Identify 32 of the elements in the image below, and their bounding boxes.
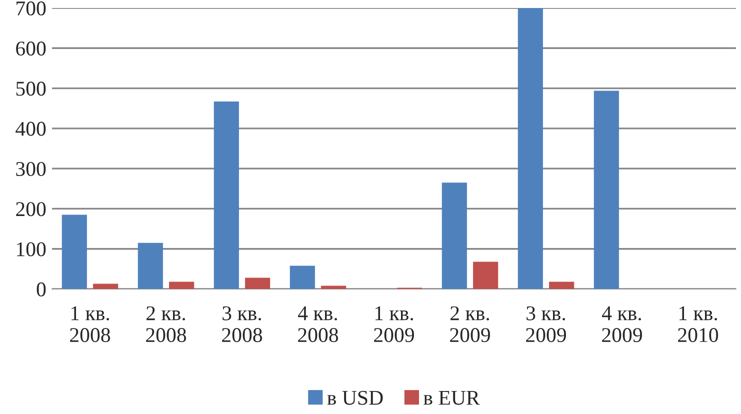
y-tick-label: 700	[16, 1, 46, 16]
x-tick-label: 1 кв. 2008	[70, 306, 110, 342]
bar	[473, 262, 498, 289]
x-tick-label: 4 кв. 2008	[298, 306, 338, 342]
x-tick-label: 3 кв. 2009	[526, 306, 566, 342]
bar	[169, 282, 194, 289]
y-tick-label: 100	[17, 242, 46, 256]
x-tick-label: 1 кв. 2009	[374, 306, 414, 342]
y-tick-label: 0	[36, 282, 46, 296]
x-tick-label: 2 кв. 2009	[450, 306, 490, 342]
bar	[245, 278, 270, 289]
bar	[594, 90, 619, 289]
x-tick-label: 2 кв. 2008	[146, 306, 186, 342]
bar	[549, 282, 574, 289]
y-tick-label: 300	[16, 162, 46, 176]
bar	[290, 266, 315, 289]
x-tick-label: 1 кв. 2010	[678, 306, 718, 342]
x-tick-label: 4 кв. 2009	[602, 306, 642, 342]
bar	[442, 182, 467, 289]
bar	[214, 102, 239, 289]
bar	[138, 242, 163, 289]
y-tick-label: 400	[16, 122, 46, 136]
bar	[62, 214, 87, 289]
x-tick-label: 3 кв. 2008	[222, 306, 262, 342]
bar	[518, 8, 543, 289]
legend-label: в EUR	[424, 391, 480, 405]
bar	[321, 286, 346, 289]
y-tick-label: 200	[16, 202, 46, 216]
y-tick-label: 500	[16, 82, 46, 96]
bar	[93, 284, 118, 289]
legend-label: в USD	[327, 390, 383, 405]
y-tick-label: 600	[16, 42, 46, 56]
